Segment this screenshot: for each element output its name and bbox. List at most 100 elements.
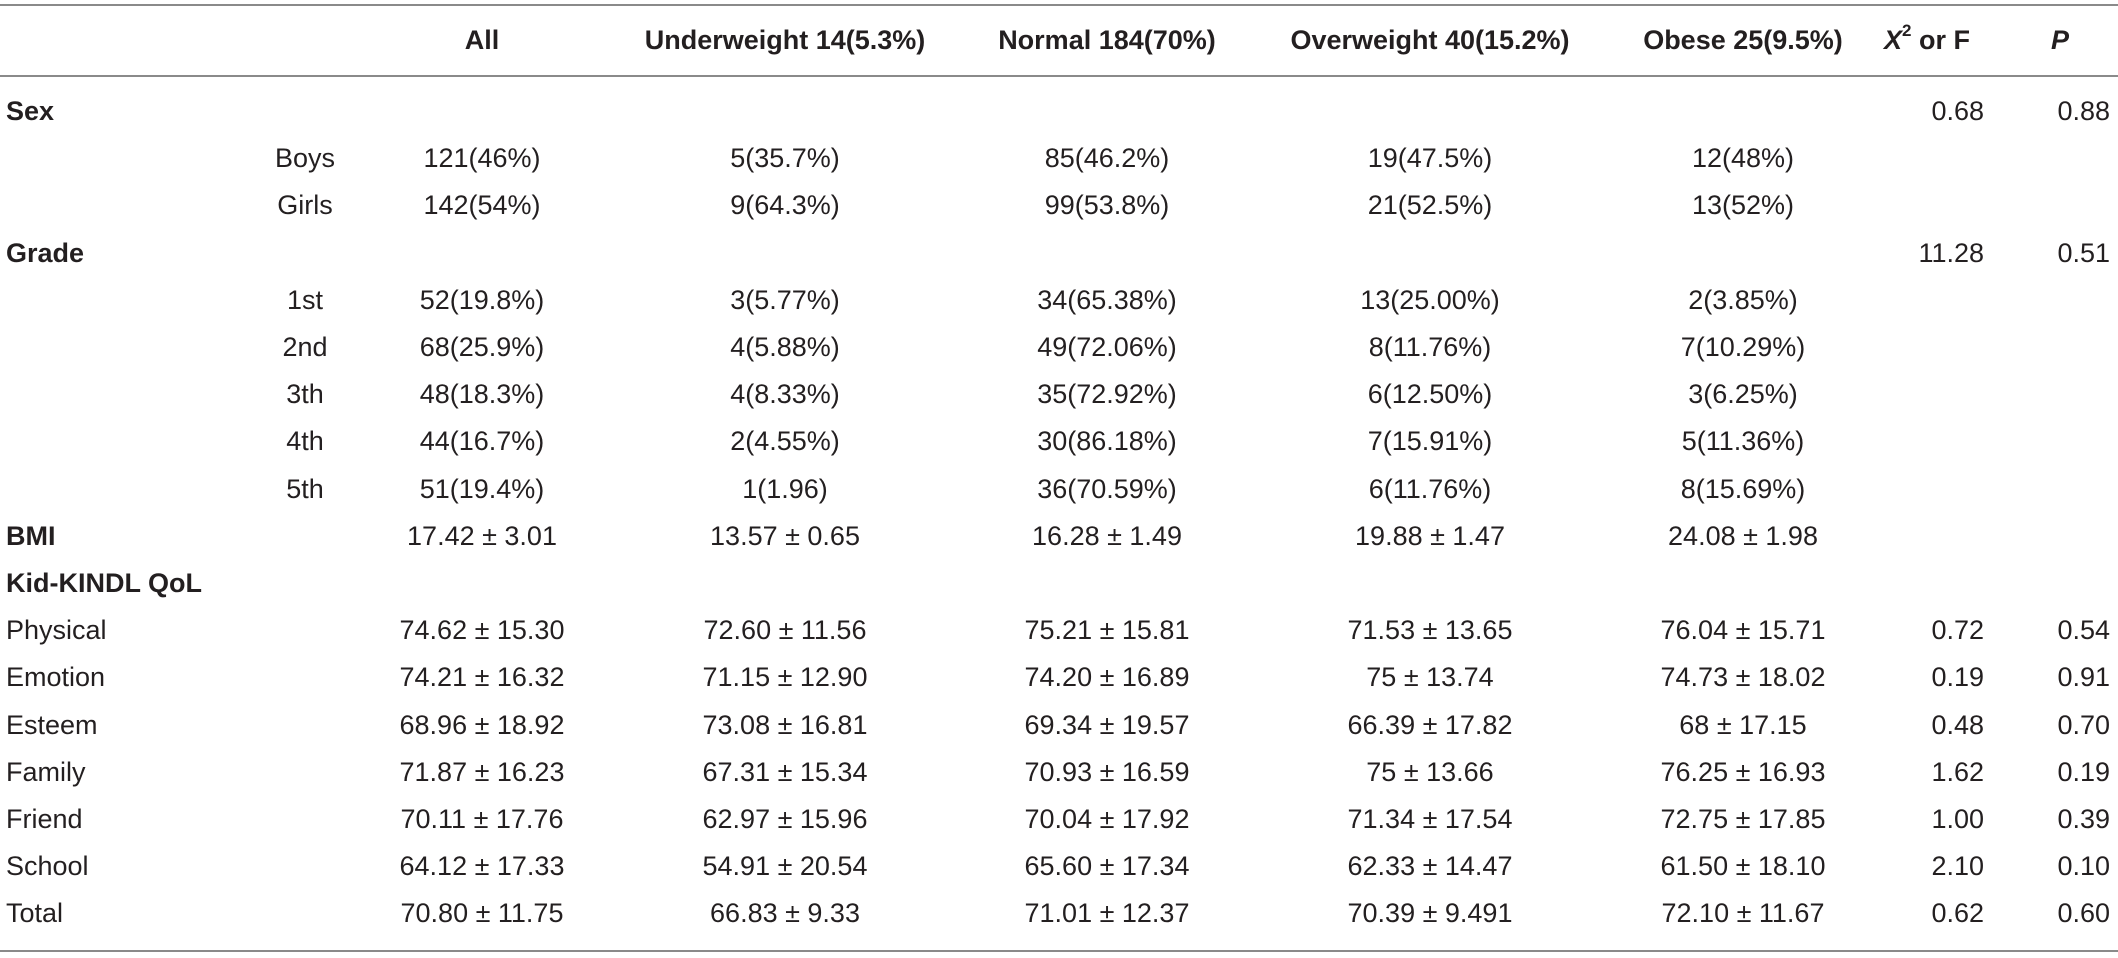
underweight-value: 5(35.7%) [730, 143, 840, 173]
normal-value: 35(72.92%) [1037, 379, 1177, 409]
header-all: All [464, 25, 500, 55]
x2-value: 0.72 [1931, 615, 1984, 645]
normal-value: 74.20 ± 16.89 [1024, 662, 1190, 692]
sub-label: 1st [286, 285, 324, 315]
underweight-value: 2(4.55%) [730, 426, 840, 456]
overweight-value: 8(11.76%) [1368, 332, 1492, 362]
overweight-value: 70.39 ± 9.491 [1347, 898, 1513, 928]
sub-label: 2nd [282, 332, 328, 362]
row-label: Esteem [6, 710, 98, 740]
overweight-value: 13(25.00%) [1360, 285, 1500, 315]
all-value: 121(46%) [423, 143, 541, 173]
x2-value: 2.10 [1931, 851, 1984, 881]
row-label: Friend [6, 804, 83, 834]
all-value: 74.62 ± 15.30 [399, 615, 565, 645]
sub-label: Boys [274, 143, 336, 173]
underweight-value: 62.97 ± 15.96 [702, 804, 868, 834]
all-value: 68.96 ± 18.92 [399, 710, 565, 740]
all-value: 52(19.8%) [419, 285, 545, 315]
bottom-rule [0, 950, 2118, 952]
overweight-value: 21(52.5%) [1367, 190, 1493, 220]
overweight-value: 66.39 ± 17.82 [1347, 710, 1513, 740]
qol-row: Family 71.87 ± 16.23 67.31 ± 15.34 70.93 ± … [0, 749, 2118, 796]
obese-value: 8(15.69%) [1680, 474, 1806, 504]
obese-value: 3(6.25%) [1688, 379, 1798, 409]
obese-value: 24.08 ± 1.98 [1668, 521, 1818, 551]
header-normal: Normal 184(70%) [998, 25, 1216, 55]
section-row-qol: Kid-KINDL QoL [0, 560, 2118, 607]
obese-value: 61.50 ± 18.10 [1660, 851, 1826, 881]
overweight-value: 75 ± 13.74 [1366, 662, 1494, 692]
row-label: School [6, 851, 89, 881]
x2-value: 0.68 [1931, 96, 1984, 126]
sub-label: Girls [277, 190, 333, 220]
normal-value: 30(86.18%) [1037, 426, 1177, 456]
all-value: 70.11 ± 17.76 [400, 804, 564, 834]
obese-value: 76.04 ± 15.71 [1660, 615, 1826, 645]
section-label: BMI [6, 521, 56, 551]
normal-value: 49(72.06%) [1037, 332, 1177, 362]
section-label: Kid-KINDL QoL [6, 568, 202, 598]
p-value: 0.60 [2057, 898, 2110, 928]
underweight-value: 54.91 ± 20.54 [702, 851, 868, 881]
p-value: 0.51 [2057, 238, 2110, 268]
underweight-value: 72.60 ± 11.56 [703, 615, 867, 645]
header-p: P [2050, 25, 2069, 55]
row-label: Emotion [6, 662, 106, 692]
underweight-value: 1(1.96) [742, 474, 828, 504]
underweight-value: 3(5.77%) [730, 285, 840, 315]
underweight-value: 13.57 ± 0.65 [710, 521, 860, 551]
x2-value: 1.62 [1931, 757, 1984, 787]
overweight-value: 75 ± 13.66 [1366, 757, 1494, 787]
section-row-sex: Sex 0.68 0.88 [0, 88, 2118, 135]
underweight-value: 71.15 ± 12.90 [702, 662, 868, 692]
all-value: 142(54%) [423, 190, 541, 220]
bmi-row: BMI 17.42 ± 3.01 13.57 ± 0.65 16.28 ± 1.49 1… [0, 513, 2118, 560]
overweight-value: 6(11.76%) [1368, 474, 1492, 504]
grade-row: 4th 44(16.7%) 2(4.55%) 30(86.18%) 7(15.91%) 5… [0, 418, 2118, 465]
qol-row: School 64.12 ± 17.33 54.91 ± 20.54 65.60 ± … [0, 843, 2118, 890]
x2-value: 0.62 [1931, 898, 1984, 928]
sub-label: 4th [286, 426, 324, 456]
normal-value: 99(53.8%) [1044, 190, 1170, 220]
normal-value: 65.60 ± 17.34 [1024, 851, 1190, 881]
top-rule [0, 4, 2118, 6]
header-overweight: Overweight 40(15.2%) [1290, 25, 1570, 55]
x2-value: 1.00 [1931, 804, 1984, 834]
obese-value: 2(3.85%) [1688, 285, 1798, 315]
qol-row: Esteem 68.96 ± 18.92 73.08 ± 16.81 69.34 ± … [0, 702, 2118, 749]
overweight-value: 71.34 ± 17.54 [1347, 804, 1513, 834]
p-value: 0.54 [2057, 615, 2110, 645]
all-value: 71.87 ± 16.23 [399, 757, 565, 787]
underweight-value: 73.08 ± 16.81 [702, 710, 868, 740]
all-value: 44(16.7%) [419, 426, 545, 456]
header-rule [0, 75, 2118, 77]
section-label: Grade [6, 238, 85, 268]
sex-row: Boys 121(46%) 5(35.7%) 85(46.2%) 19(47.5%) 12… [0, 135, 2118, 182]
normal-value: 85(46.2%) [1044, 143, 1170, 173]
sub-label: 3th [286, 379, 324, 409]
obese-value: 7(10.29%) [1680, 332, 1806, 362]
grade-row: 1st 52(19.8%) 3(5.77%) 34(65.38%) 13(25.00%)… [0, 277, 2118, 324]
normal-value: 75.21 ± 15.81 [1024, 615, 1190, 645]
row-label: Total [6, 898, 64, 928]
overweight-value: 7(15.91%) [1367, 426, 1493, 456]
header-obese: Obese 25(9.5%) [1643, 25, 1843, 55]
x2-value: 11.28 [1918, 238, 1984, 268]
normal-value: 34(65.38%) [1037, 285, 1177, 315]
normal-value: 71.01 ± 12.37 [1024, 898, 1190, 928]
obese-value: 76.25 ± 16.93 [1660, 757, 1826, 787]
obese-value: 5(11.36%) [1681, 426, 1805, 456]
header-x2-or-f: X2 or F [1872, 17, 1982, 64]
obese-value: 68 ± 17.15 [1679, 710, 1807, 740]
grade-row: 3th 48(18.3%) 4(8.33%) 35(72.92%) 6(12.50%) 3… [0, 371, 2118, 418]
all-value: 48(18.3%) [419, 379, 545, 409]
overweight-value: 19(47.5%) [1367, 143, 1493, 173]
row-label: Physical [6, 615, 107, 645]
p-value: 0.19 [2057, 757, 2110, 787]
grade-row: 2nd 68(25.9%) 4(5.88%) 49(72.06%) 8(11.76%) 7… [0, 324, 2118, 371]
qol-row: Friend 70.11 ± 17.76 62.97 ± 15.96 70.04 ± … [0, 796, 2118, 843]
p-value: 0.88 [2057, 96, 2110, 126]
all-value: 70.80 ± 11.75 [400, 898, 564, 928]
obese-value: 72.10 ± 11.67 [1661, 898, 1825, 928]
